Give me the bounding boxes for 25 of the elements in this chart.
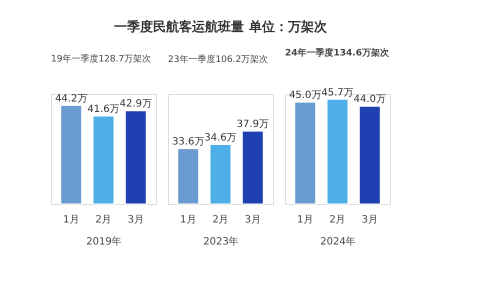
x-tick-label: 1月 — [63, 214, 80, 226]
data-label: 33.6万 — [172, 136, 204, 148]
x-tick-label: 2月 — [95, 214, 112, 226]
data-label: 44.2万 — [55, 93, 88, 104]
x-axis-title: 2023年 — [203, 236, 239, 248]
x-axis-title: 2024年 — [320, 236, 356, 248]
data-label: 34.6万 — [204, 132, 237, 144]
x-axis-title: 2019年 — [86, 236, 122, 248]
chart-subtitle: 24年一季度134.6万架次 — [285, 47, 390, 58]
chart-subtitle: 19年一季度128.7万架次 — [51, 53, 152, 64]
x-tick-label: 1月 — [297, 214, 314, 226]
data-label: 45.7万 — [321, 87, 354, 98]
data-label: 42.9万 — [120, 98, 152, 110]
data-label: 41.6万 — [87, 104, 120, 115]
data-label: 37.9万 — [236, 119, 269, 130]
x-tick-label: 2月 — [329, 214, 346, 226]
text: 一季度民航客运航班量 单位：万架次 — [114, 18, 328, 35]
data-label: 44.0万 — [354, 94, 386, 106]
x-tick-label: 2月 — [212, 214, 229, 226]
data-label: 45.0万 — [289, 90, 322, 102]
x-tick-label: 3月 — [128, 214, 144, 226]
x-tick-label: 3月 — [362, 214, 378, 226]
chart-subtitle: 23年一季度106.2万架次 — [168, 54, 268, 65]
x-tick-label: 1月 — [180, 214, 196, 226]
x-tick-label: 3月 — [244, 214, 261, 226]
